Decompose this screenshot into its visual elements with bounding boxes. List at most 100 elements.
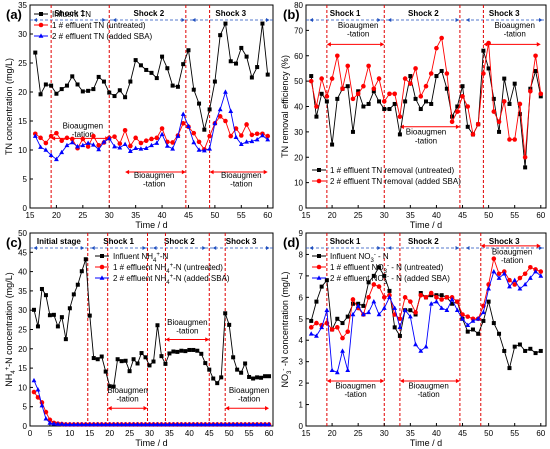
data-point xyxy=(47,420,53,425)
stage-arrowhead-left xyxy=(387,18,392,22)
data-point xyxy=(329,367,335,373)
data-point xyxy=(408,299,413,304)
y-axis-label: TN removal efficiency (%) xyxy=(280,55,290,158)
legend-swatch-marker xyxy=(316,178,322,184)
stage-arrowhead-left xyxy=(387,246,392,250)
data-point xyxy=(212,79,217,84)
x-tick-label: 55 xyxy=(245,429,254,438)
bioaugmentation-label: Bioaugmen xyxy=(406,127,446,136)
y-tick-label: 30 xyxy=(294,128,303,137)
data-point xyxy=(43,409,49,415)
y-tick-label: 25 xyxy=(18,326,27,335)
data-point xyxy=(123,358,128,363)
data-point xyxy=(439,293,444,298)
data-point xyxy=(186,123,191,129)
data-point xyxy=(69,139,75,145)
data-point xyxy=(260,21,265,26)
data-point xyxy=(180,121,186,126)
data-point xyxy=(314,333,319,338)
data-point xyxy=(138,146,144,151)
data-point xyxy=(538,94,543,99)
bioaugmentation-label: -tation xyxy=(72,130,94,139)
y-tick-label: 20 xyxy=(18,88,27,97)
data-point xyxy=(512,282,517,287)
data-point xyxy=(38,144,43,149)
data-point xyxy=(181,62,186,67)
data-point xyxy=(180,111,186,116)
data-point xyxy=(254,131,260,137)
data-point xyxy=(491,96,496,101)
data-point xyxy=(528,88,533,94)
data-point xyxy=(117,141,123,146)
x-tick-label: 45 xyxy=(458,429,467,438)
stage-arrowhead-left xyxy=(466,18,470,22)
data-point xyxy=(470,132,476,137)
data-point xyxy=(31,307,36,312)
data-point xyxy=(196,139,202,145)
y-tick-label: 8 xyxy=(299,250,304,259)
y-tick-label: 30 xyxy=(18,30,27,39)
bioaugmentation-label: -tation xyxy=(238,395,260,404)
data-point xyxy=(207,367,212,372)
data-point xyxy=(115,357,120,362)
data-point xyxy=(423,344,429,349)
data-point xyxy=(149,70,154,75)
data-point xyxy=(195,348,200,353)
data-point xyxy=(43,140,49,146)
data-point xyxy=(96,74,101,79)
stage-label: Shock 3 xyxy=(489,237,520,246)
data-point xyxy=(382,273,387,278)
x-tick-label: 15 xyxy=(85,429,94,438)
data-point xyxy=(254,421,260,427)
data-point xyxy=(175,133,181,138)
data-point xyxy=(131,421,136,427)
data-point xyxy=(475,316,481,321)
data-point xyxy=(187,347,192,352)
panel-letter: (d) xyxy=(283,235,300,250)
data-point xyxy=(228,59,233,64)
data-point xyxy=(31,389,37,395)
data-point xyxy=(418,348,424,353)
data-point xyxy=(79,269,84,274)
data-point xyxy=(533,269,538,274)
data-point xyxy=(85,144,91,149)
data-point xyxy=(127,369,132,374)
data-point xyxy=(218,33,223,38)
data-point xyxy=(39,402,45,408)
x-tick-label: 50 xyxy=(210,211,219,220)
data-point xyxy=(87,421,93,427)
data-point xyxy=(43,293,48,298)
stage-label: Shock 3 xyxy=(226,237,257,246)
data-point xyxy=(87,313,92,318)
data-point xyxy=(67,306,72,311)
data-point xyxy=(340,321,345,326)
data-point xyxy=(439,297,444,302)
x-tick-label: 20 xyxy=(105,429,114,438)
data-point xyxy=(361,303,366,308)
data-point xyxy=(138,140,144,146)
x-tick-label: 20 xyxy=(52,211,61,220)
data-point xyxy=(361,83,366,89)
data-point xyxy=(63,337,68,342)
data-point xyxy=(112,94,117,99)
bioaugmentation-label: Bioaugmen xyxy=(492,247,532,256)
data-point xyxy=(262,421,268,427)
data-point xyxy=(496,275,502,280)
stage-arrowhead-right xyxy=(539,246,543,250)
data-point xyxy=(250,421,256,427)
data-point xyxy=(538,273,544,278)
data-point xyxy=(517,112,522,117)
data-point xyxy=(235,367,240,372)
plot-frame xyxy=(29,4,274,209)
y-tick-label: 6 xyxy=(299,293,304,302)
legend-entry: 2 # effluent TN removal (added SBA) xyxy=(330,177,461,186)
data-point xyxy=(465,322,471,328)
stage-arrowhead-right xyxy=(455,18,460,22)
data-point xyxy=(90,142,96,147)
data-point xyxy=(91,421,97,427)
data-point xyxy=(470,318,476,323)
data-point xyxy=(238,141,244,146)
bioaugmentation-label: -tation xyxy=(230,180,252,189)
data-point xyxy=(85,140,91,145)
data-point xyxy=(497,331,502,336)
